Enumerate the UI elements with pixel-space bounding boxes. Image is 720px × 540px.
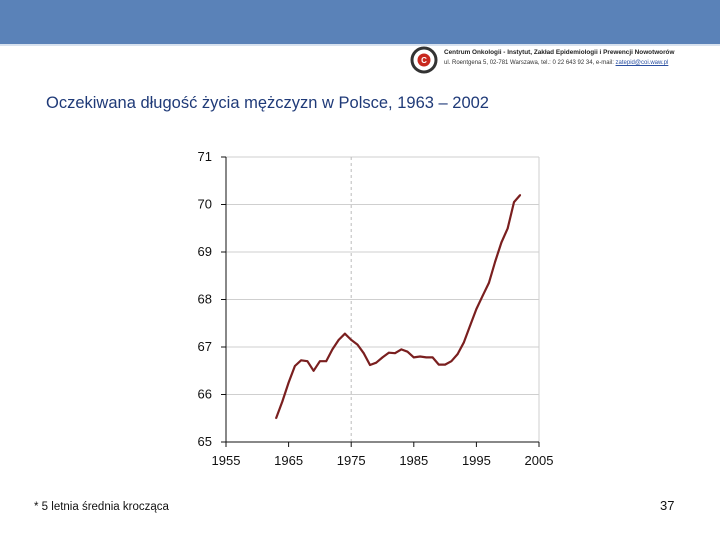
- data-point: [506, 227, 509, 230]
- data-point: [312, 369, 315, 372]
- y-tick-label: 67: [198, 339, 212, 354]
- data-point: [331, 348, 334, 351]
- data-point: [344, 332, 346, 335]
- x-tick-label: 2005: [525, 453, 554, 468]
- logo-email-link[interactable]: zatepid@coi.waw.pl: [615, 60, 669, 66]
- data-point: [444, 363, 446, 366]
- header-divider: [0, 44, 720, 46]
- data-point: [431, 356, 434, 359]
- y-tick-label: 69: [198, 244, 212, 259]
- logo-address: ul. Roentgena 5, 02-781 Warszawa, tel.: …: [444, 60, 668, 66]
- data-point: [325, 360, 328, 363]
- svg-text:C: C: [421, 56, 427, 65]
- data-point: [381, 356, 384, 359]
- x-tick-label: 1965: [274, 453, 303, 468]
- x-tick-label: 1985: [399, 453, 428, 468]
- logo-institution-name: Centrum Onkologii - Instytut, Zakład Epi…: [444, 49, 675, 56]
- data-point: [275, 417, 277, 420]
- page-number: 37: [660, 498, 675, 513]
- y-tick-label: 66: [198, 387, 212, 402]
- y-tick-label: 68: [198, 292, 212, 307]
- data-point: [337, 338, 340, 341]
- data-point: [387, 351, 390, 354]
- data-point: [513, 201, 515, 204]
- slide-title: Oczekiwana długość życia mężczyzn w Pols…: [46, 94, 489, 112]
- data-point: [362, 352, 365, 355]
- y-tick-label: 65: [198, 434, 212, 449]
- data-point: [475, 308, 478, 310]
- data-point: [287, 381, 290, 384]
- logo-address-text: ul. Roentgena 5, 02-781 Warszawa, tel.: …: [444, 60, 616, 66]
- data-point: [456, 353, 459, 356]
- data-point: [519, 194, 522, 196]
- data-point: [350, 338, 353, 341]
- data-point: [369, 364, 371, 366]
- data-point: [462, 341, 465, 344]
- data-point: [450, 360, 453, 363]
- data-point: [406, 350, 409, 353]
- data-point: [306, 360, 309, 363]
- x-tick-label: 1975: [337, 453, 366, 468]
- x-tick-label: 1995: [462, 453, 491, 468]
- series-line: [275, 194, 522, 419]
- data-point: [437, 363, 440, 366]
- footnote: * 5 letnia średnia krocząca: [34, 501, 169, 513]
- data-point: [400, 348, 403, 351]
- institution-logo: C Centrum Onkologii - Instytut, Zakład E…: [410, 46, 710, 74]
- data-point: [419, 355, 421, 358]
- data-point: [394, 352, 396, 355]
- data-point: [375, 361, 378, 364]
- x-tick-label: 1955: [212, 453, 241, 468]
- data-point: [488, 281, 490, 284]
- header-bar: [0, 0, 720, 44]
- data-point: [494, 260, 497, 263]
- data-point: [300, 359, 303, 362]
- data-point: [356, 343, 359, 346]
- data-point: [469, 324, 472, 327]
- data-point: [319, 360, 321, 363]
- data-point: [281, 400, 284, 403]
- data-point: [481, 294, 484, 297]
- data-point: [293, 365, 296, 367]
- co-logo-icon: C: [410, 46, 438, 74]
- data-point: [425, 356, 428, 359]
- y-tick-label: 70: [198, 197, 212, 212]
- data-point: [412, 356, 415, 359]
- data-point: [500, 241, 503, 244]
- y-tick-label: 71: [198, 149, 212, 164]
